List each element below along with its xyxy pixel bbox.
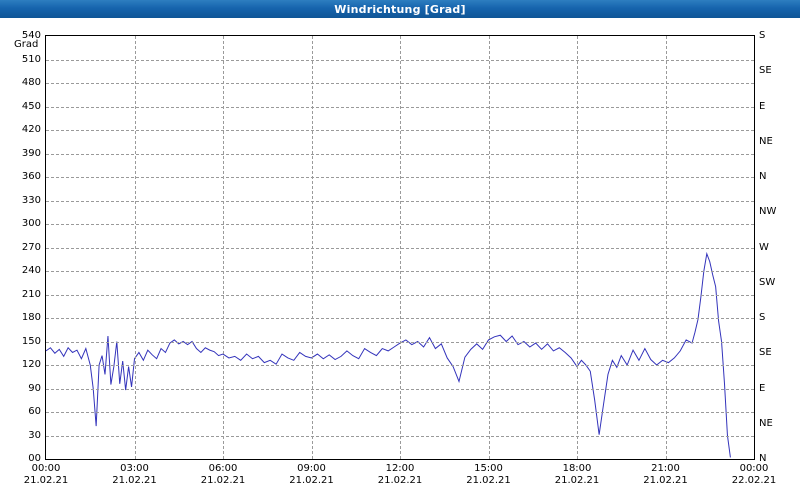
y-axis-left: 00 30 60 90 120 150 180 210 240 270 300 330 360 390 42…: [0, 0, 41, 500]
y-axis-left-tick-label: 480: [21, 77, 41, 88]
y-axis-right: N NE E SE S SW W NW N NE E SE S: [759, 0, 800, 500]
x-axis-tick-label: 18:00 21.02.21: [547, 463, 607, 487]
gridline-vertical: [577, 36, 578, 459]
y-axis-right-tick-label: E: [759, 382, 766, 394]
y-axis-right-tick-label: NE: [759, 417, 773, 429]
x-axis-tick-label: 15:00 21.02.21: [459, 463, 519, 487]
x-axis-tick-label: 09:00 21.02.21: [282, 463, 342, 487]
y-axis-left-tick-label: 150: [21, 335, 41, 347]
x-axis-tick-label: 21:00 21.02.21: [636, 463, 696, 487]
x-axis-tick-date: 21.02.21: [643, 475, 688, 486]
x-axis-tick-label: 00:00 21.02.21: [16, 463, 76, 487]
y-axis-left-tick-label: 360: [21, 171, 41, 182]
window-title: Windrichtung [Grad]: [334, 2, 466, 16]
x-axis-tick-date: 21.02.21: [23, 475, 69, 486]
y-axis-left-tick-label: 60: [28, 406, 41, 417]
x-axis-tick-label: 06:00 21.02.21: [193, 463, 253, 487]
x-axis-tick-time: 18:00: [562, 463, 592, 474]
series-line-windrichtung: [46, 36, 754, 459]
y-axis-left-tick-label: 240: [21, 265, 41, 276]
x-axis-tick-time: 00:00: [31, 463, 61, 474]
x-axis-tick-time: 06:00: [208, 463, 238, 474]
y-axis-left-tick-label: 420: [21, 124, 41, 135]
y-axis-right-tick-label: N: [759, 171, 767, 182]
x-axis-tick-date: 21.02.21: [289, 475, 334, 486]
y-axis-right-tick-label: NW: [759, 206, 777, 218]
x-axis-tick-date: 21.02.21: [200, 475, 246, 486]
x-axis-tick-date: 21.02.21: [377, 475, 423, 486]
y-axis-left-tick-label: 390: [21, 147, 41, 159]
gridline-vertical: [223, 36, 224, 459]
y-axis-left-tick-label: 510: [21, 53, 41, 65]
x-axis-tick-time: 09:00: [297, 463, 326, 474]
y-axis-left-tick-label: 30: [28, 429, 41, 441]
y-axis-right-tick-label: SE: [759, 347, 772, 359]
x-axis-tick-label: 03:00 21.02.21: [105, 463, 165, 487]
x-axis-tick-date: 21.02.21: [112, 475, 157, 486]
x-axis-tick-time: 15:00: [474, 463, 503, 474]
gridline-vertical: [400, 36, 401, 459]
gridline-vertical: [488, 36, 490, 459]
y-axis-unit-label: Grad: [14, 39, 39, 50]
window-title-bar: Windrichtung [Grad]: [0, 0, 800, 18]
y-axis-left-tick-label: 450: [21, 100, 41, 112]
x-axis-tick-time: 00:00: [739, 463, 769, 474]
y-axis-left-tick-label: 330: [21, 194, 41, 206]
plot-area: [45, 35, 755, 460]
y-axis-right-tick-label: E: [759, 100, 766, 112]
y-axis-left-tick-label: 180: [21, 312, 41, 323]
x-axis-tick-date: 21.02.21: [554, 475, 600, 486]
y-axis-right-tick-label: NE: [759, 135, 773, 147]
x-axis-tick-date: 22.02.21: [731, 475, 777, 486]
y-axis-right-tick-label: N: [759, 453, 767, 464]
y-axis-right-tick-label: S: [759, 312, 766, 323]
gridline-vertical: [665, 36, 667, 459]
gridline-vertical: [311, 36, 313, 459]
x-axis-tick-date: 21.02.21: [466, 475, 511, 486]
data-line: [46, 254, 730, 458]
x-axis-tick-time: 03:00: [120, 463, 149, 474]
x-axis-tick-label: 12:00 21.02.21: [370, 463, 430, 487]
y-axis-right-tick-label: W: [759, 241, 769, 253]
x-axis-tick-label: 00:00 22.02.21: [724, 463, 784, 487]
gridline-vertical: [134, 36, 136, 459]
y-axis-right-tick-label: S: [759, 30, 766, 41]
y-axis-left-tick-label: 540: [21, 30, 41, 41]
x-axis-tick-time: 21:00: [651, 463, 680, 474]
x-axis-tick-time: 12:00: [385, 463, 415, 474]
y-axis-left-tick-label: 00: [28, 453, 41, 464]
y-axis-left-tick-label: 120: [21, 359, 41, 370]
y-axis-left-tick-label: 270: [21, 241, 41, 253]
y-axis-right-tick-label: SW: [759, 276, 776, 288]
y-axis-right-tick-label: SE: [759, 65, 772, 77]
y-axis-left-tick-label: 300: [21, 218, 41, 229]
y-axis-left-tick-label: 90: [28, 382, 41, 394]
y-axis-left-tick-label: 210: [21, 288, 41, 300]
